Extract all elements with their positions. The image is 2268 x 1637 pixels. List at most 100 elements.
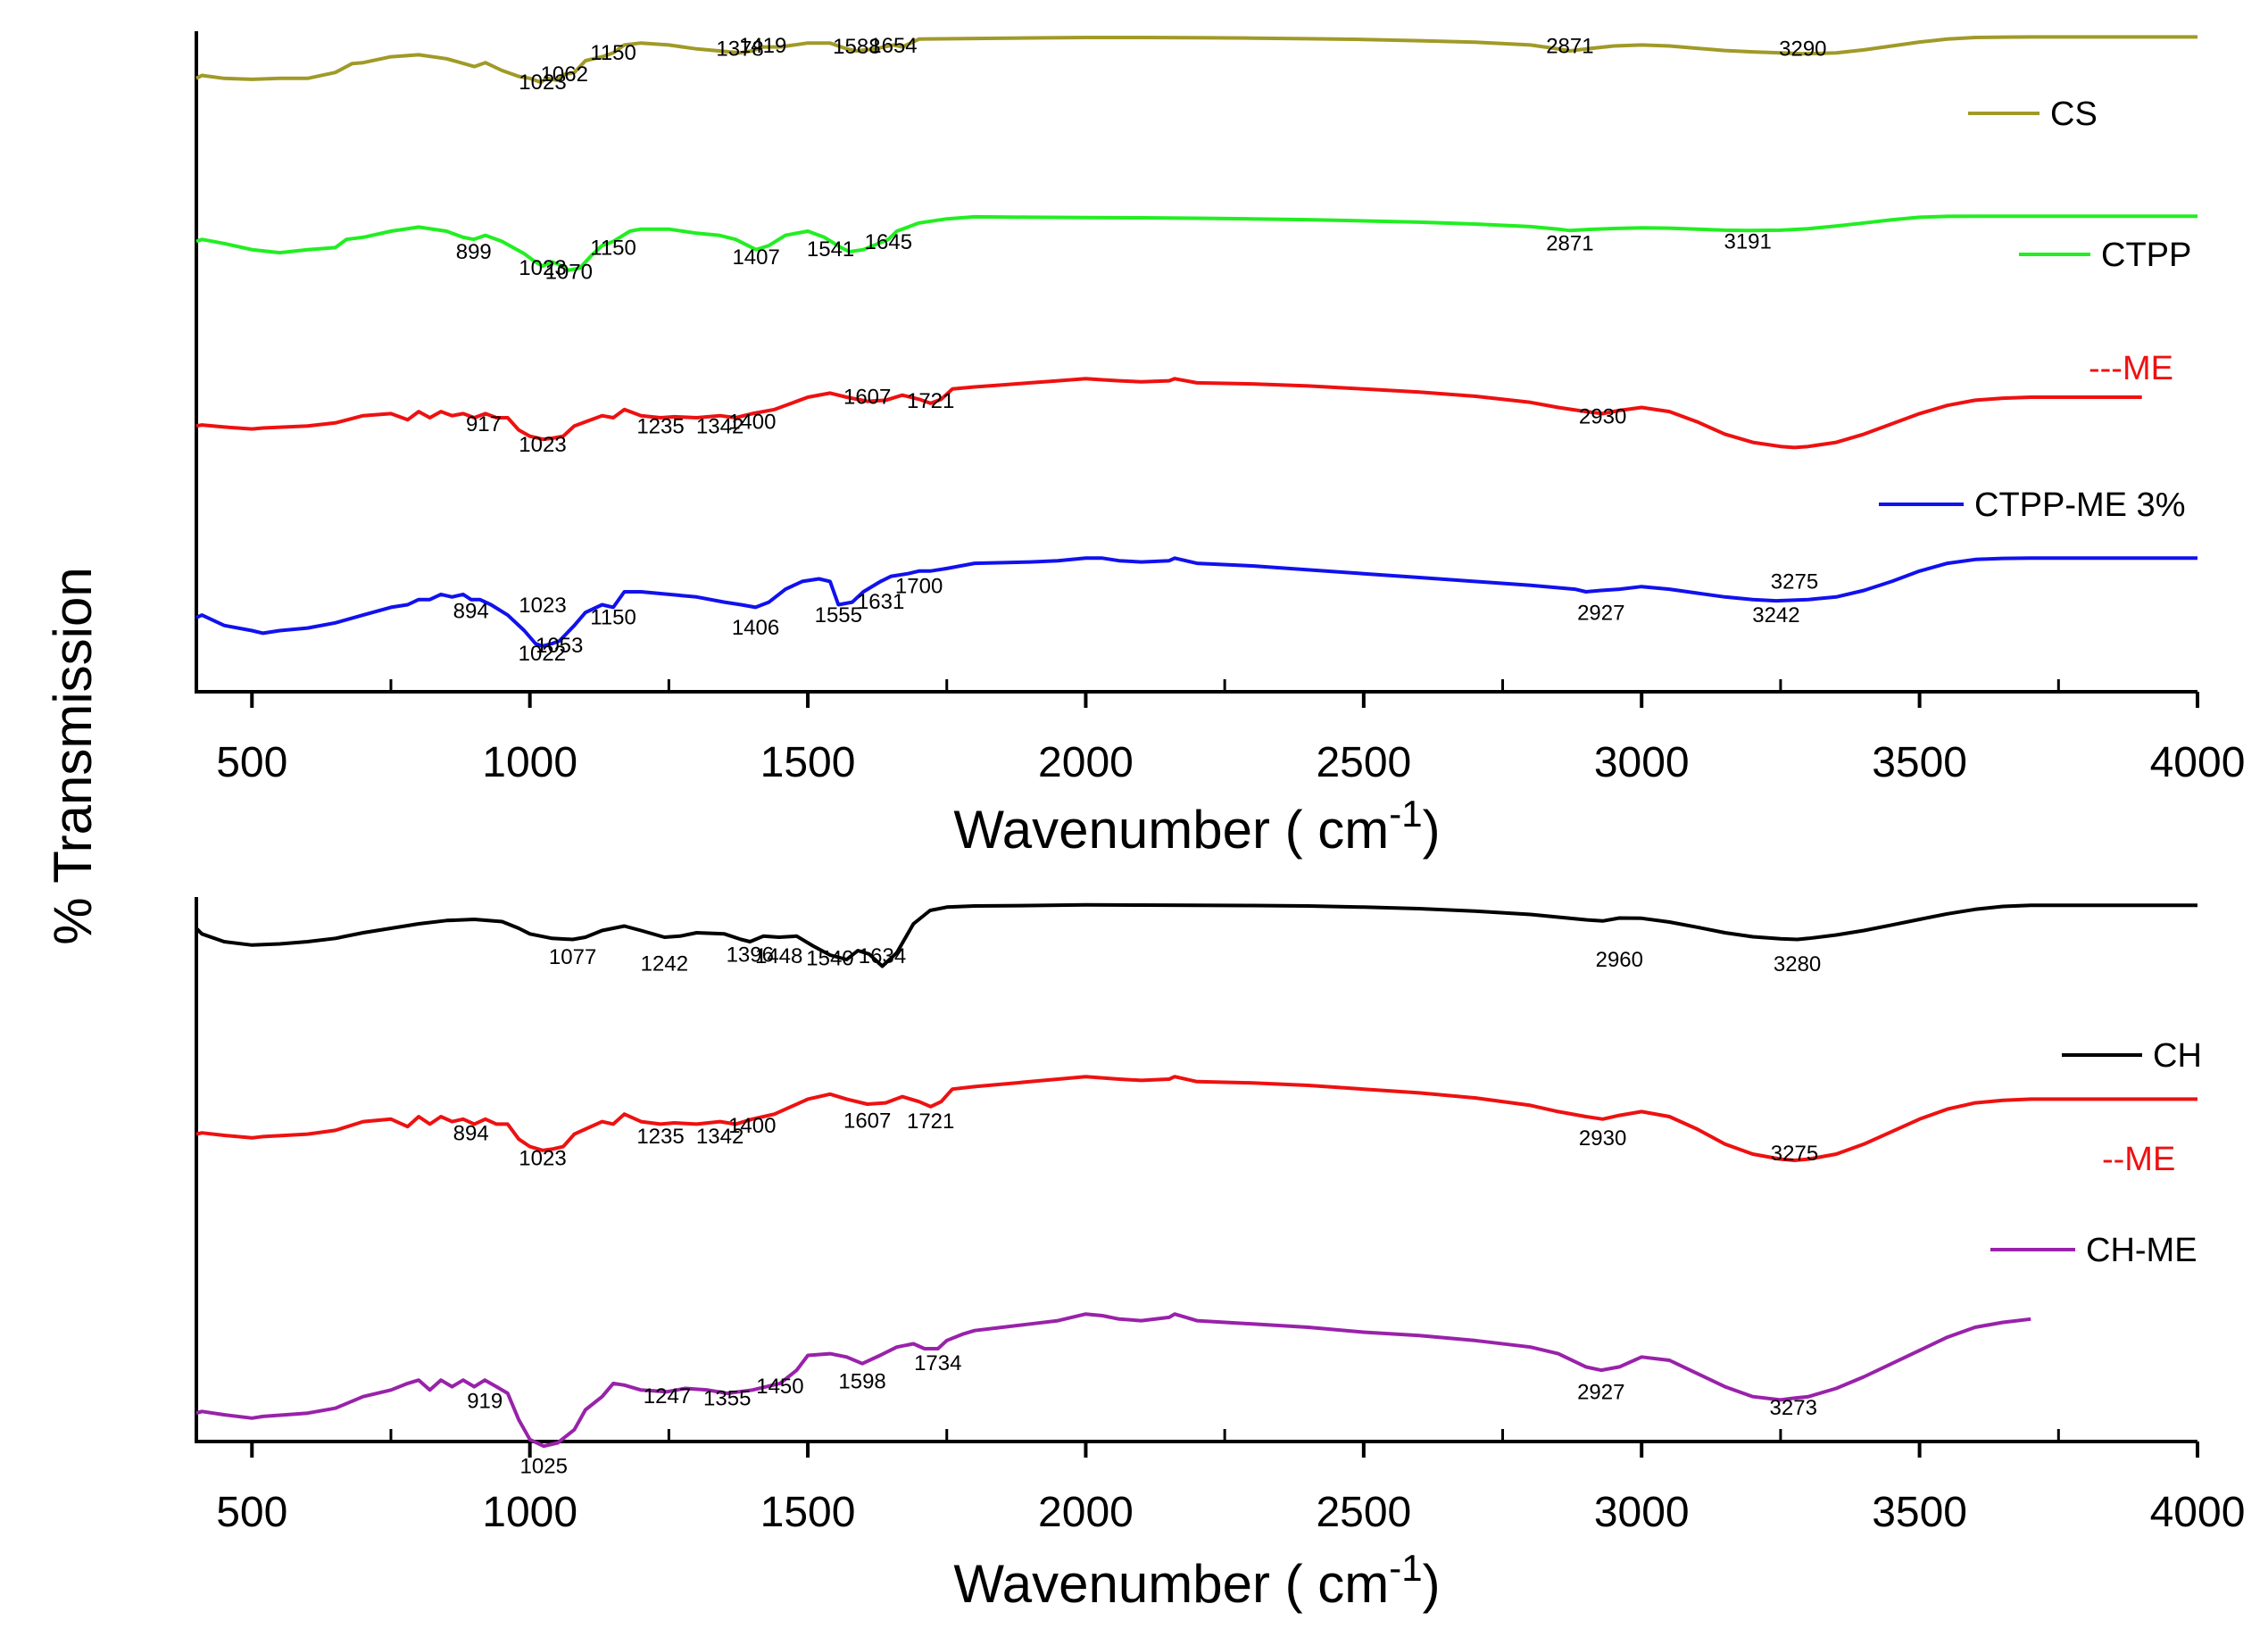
peak-label: 1588: [833, 35, 880, 59]
bottom-panel: 500 1000 1500 2000 2500 3000 3500 4000 Wavenumbe…: [195, 897, 2245, 1614]
peak-label: 1023: [519, 71, 566, 95]
x-tick-label: 3500: [1872, 739, 1967, 786]
peak-label: 2930: [1579, 404, 1626, 428]
x-tick-label: 4000: [2150, 1489, 2246, 1536]
peak-label: 1419: [739, 34, 786, 58]
peak-label: 1721: [907, 1109, 954, 1134]
x-tick-label: 1000: [482, 739, 577, 786]
peak-label: 1540: [806, 946, 853, 970]
peak-label: 1150: [590, 605, 636, 629]
peak-label: 919: [467, 1390, 503, 1414]
legend-label: CTPP: [2101, 237, 2191, 274]
x-tick-label: 2000: [1038, 1489, 1134, 1536]
peak-label: 1053: [536, 634, 583, 658]
peak-label: 1607: [843, 1109, 891, 1134]
peak-label: 1235: [636, 415, 684, 439]
peak-label: 1598: [838, 1369, 885, 1393]
peak-label: 3273: [1770, 1396, 1817, 1420]
peak-label: 1700: [895, 574, 943, 598]
peak-label: 2960: [1596, 948, 1643, 972]
x-tick-label: 1500: [760, 1489, 856, 1536]
peak-label: 1407: [732, 245, 779, 270]
x-tick-label: 1500: [760, 739, 856, 786]
peak-label: 1355: [703, 1387, 751, 1411]
legend-label: CS: [2050, 96, 2098, 133]
peak-label: 1025: [520, 1455, 568, 1479]
peak-label: 3275: [1771, 1142, 1818, 1166]
x-tick-label: 4000: [2150, 739, 2246, 786]
x-tick-label: 2500: [1316, 739, 1411, 786]
peak-label: 1150: [590, 41, 636, 65]
peak-label: 2930: [1579, 1126, 1626, 1151]
peak-label: 1631: [857, 590, 904, 614]
x-tick-label: 1000: [482, 1489, 577, 1536]
peak-label: 917: [466, 412, 502, 436]
legend-label: CTPP-ME 3%: [1974, 486, 2185, 524]
x-tick-label: 500: [216, 739, 287, 786]
x-tick-label: 3500: [1872, 1489, 1967, 1536]
peak-label: 1541: [807, 237, 854, 262]
peak-label: 1555: [815, 603, 862, 627]
peak-label: 3191: [1724, 230, 1771, 254]
series-line-ch-me: [195, 1312, 2031, 1449]
peak-label: 1406: [732, 616, 779, 640]
peak-label: 1342: [696, 415, 744, 439]
peak-label: 1023: [519, 256, 566, 280]
x-axis-title: Wavenumber ( cm-1): [953, 1547, 1440, 1614]
legend-label: CH-ME: [2086, 1232, 2197, 1269]
peak-label: 1645: [865, 230, 912, 254]
peak-label: 1023: [519, 594, 566, 618]
peak-label: 2871: [1546, 35, 1593, 59]
peak-label: 1448: [755, 944, 802, 968]
x-tick-label: 500: [216, 1489, 287, 1536]
peak-label: 1654: [869, 34, 917, 58]
peak-label: 1607: [843, 385, 891, 409]
peak-label: 3275: [1771, 570, 1818, 594]
peak-label: 3242: [1752, 603, 1799, 627]
peak-label: 1450: [756, 1375, 803, 1399]
peak-label: 1378: [716, 37, 763, 62]
peak-label: 3280: [1774, 952, 1821, 976]
x-tick-label: 3000: [1594, 1489, 1690, 1536]
legend-label: --ME: [2102, 1141, 2175, 1178]
series-line-ctpp: [195, 214, 2197, 272]
series-line-ctpp-me-3-: [195, 556, 2197, 648]
peak-label: 894: [453, 1122, 489, 1146]
peak-label: 3290: [1779, 37, 1826, 62]
series-line-me: [195, 1075, 2197, 1162]
peak-label: 2927: [1577, 1380, 1624, 1404]
peak-label: 1342: [696, 1125, 744, 1149]
peak-label: 1070: [545, 260, 593, 284]
x-tick-label: 2500: [1316, 1489, 1411, 1536]
peak-label: 2871: [1546, 231, 1593, 255]
peak-label: 1022: [519, 642, 566, 666]
peak-label: 1242: [641, 952, 688, 976]
peak-label: 1721: [907, 389, 954, 413]
peak-label: 1634: [859, 944, 906, 968]
x-tick-label: 2000: [1038, 739, 1134, 786]
peak-label: 1396: [727, 943, 774, 968]
peak-label: 1077: [549, 945, 596, 969]
peak-label: 1400: [728, 411, 776, 435]
top-panel: 500 1000 1500 2000 2500 3000 3500 4000 Wavenumbe…: [195, 31, 2245, 860]
peak-label: 899: [456, 240, 492, 264]
peak-label: 2927: [1577, 601, 1624, 625]
peak-label: 1023: [519, 1147, 566, 1171]
peak-label: 1023: [519, 433, 566, 457]
peak-label: 894: [453, 600, 489, 624]
peak-label: 1062: [541, 62, 588, 87]
peak-label: 1400: [728, 1114, 776, 1138]
peak-label: 1734: [914, 1351, 961, 1375]
legend-label: CH: [2153, 1037, 2202, 1075]
peak-label: 1247: [644, 1384, 691, 1408]
series-line-ch: [195, 902, 2197, 968]
legend-label: ---ME: [2089, 350, 2173, 387]
peak-label: 1150: [590, 236, 636, 260]
x-tick-label: 3000: [1594, 739, 1690, 786]
series-line-cs: [195, 35, 2197, 85]
y-axis-title: % Transmission: [43, 567, 103, 944]
series-line-me: [195, 377, 2142, 450]
x-axis-title: Wavenumber ( cm-1): [953, 793, 1440, 860]
peak-label: 1235: [636, 1125, 684, 1149]
